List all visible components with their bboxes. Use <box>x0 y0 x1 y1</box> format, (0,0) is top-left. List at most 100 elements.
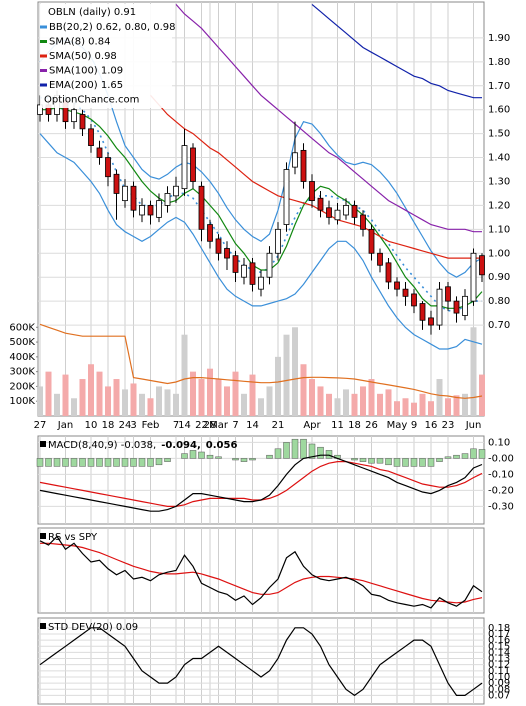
y-tick-label: 0.70 <box>488 320 510 331</box>
x-tick-label: Mar <box>209 420 229 431</box>
histogram-bar <box>274 448 282 459</box>
candle-body <box>88 128 94 146</box>
y-tick-label: 0.90 <box>488 272 510 283</box>
histogram-bar <box>96 458 103 467</box>
volume-bar <box>309 379 315 416</box>
x-tick-label: 9 <box>411 420 417 431</box>
x-tick-label: 23 <box>442 420 455 431</box>
histogram-bar <box>189 450 197 459</box>
candle-body <box>351 205 358 218</box>
histogram-bar <box>206 454 214 459</box>
candle-body <box>317 197 324 211</box>
histogram-bar <box>164 458 171 462</box>
histogram-bar <box>453 454 460 459</box>
volume-bar <box>173 393 179 416</box>
legend-marker <box>40 623 46 629</box>
histogram-bar <box>266 454 273 459</box>
histogram-bar <box>410 458 418 467</box>
legend-label: RS vs SPY <box>48 532 98 543</box>
candle-body <box>198 185 205 230</box>
y-tick-label: 0.12 <box>488 660 510 671</box>
y-tick-label: -0.20 <box>488 485 514 496</box>
volume-bar <box>343 389 349 416</box>
x-tick-label: Jun <box>465 420 482 431</box>
ma-line <box>175 4 482 233</box>
x-tick-label: 18 <box>348 420 361 431</box>
bb-upper-line <box>39 39 483 278</box>
legend-label: EMA(200) 1.65 <box>49 80 123 91</box>
histogram-bar <box>79 458 86 467</box>
histogram-bar <box>308 443 316 459</box>
bb-lower-line <box>39 133 483 350</box>
volume-bar <box>130 383 137 416</box>
legend-label: SMA(50) 0.98 <box>49 51 117 62</box>
candle-body <box>71 109 77 123</box>
volume-bar <box>428 401 434 416</box>
y-tick-label: 1.20 <box>488 200 510 211</box>
x-tick-label: Jan <box>57 420 73 431</box>
histogram-bar <box>283 442 290 459</box>
candle-body <box>479 255 485 276</box>
y-tick-label: 0.18 <box>488 623 510 634</box>
indicator-line <box>39 535 483 609</box>
macd-line <box>39 454 483 512</box>
y-tick-label: 1.00 <box>488 248 510 259</box>
candle-body <box>130 185 137 211</box>
candle-body <box>275 228 281 254</box>
legend-label: MACD(8,40,9) -0.038, <box>48 440 156 451</box>
histogram-bar <box>45 458 52 467</box>
histogram-bar <box>138 458 146 467</box>
candle-body <box>309 181 315 202</box>
x-tick-label: 28 <box>204 420 217 431</box>
volume-bar <box>147 398 154 416</box>
volume-bar <box>402 398 409 416</box>
candle-body <box>394 281 400 290</box>
y-tick-label: 1.90 <box>488 33 510 44</box>
volume-bar <box>190 371 196 416</box>
legend-label: SMA(8) 0.84 <box>49 37 110 48</box>
legend-label: SMA(100) 1.09 <box>49 66 123 77</box>
y-tick-label: 1.10 <box>488 224 510 235</box>
legend-marker <box>40 533 46 539</box>
y2-tick-label: 200K <box>9 381 35 392</box>
candle-body <box>224 248 230 259</box>
y-tick-label: 0.15 <box>488 641 510 652</box>
ma-line <box>40 106 483 309</box>
histogram-bar <box>291 438 299 459</box>
indicator-line <box>39 627 483 697</box>
volume-bar <box>419 393 426 416</box>
y-tick-label: 1.60 <box>488 105 510 116</box>
histogram-bar <box>130 458 137 467</box>
candle-body <box>190 147 196 182</box>
volume-bar <box>241 393 247 416</box>
histogram-bar <box>427 458 435 467</box>
histogram-bar <box>62 458 69 467</box>
legend-label: STD DEV(20) 0.09 <box>48 622 138 633</box>
candle-body <box>122 185 128 202</box>
histogram-bar <box>317 446 324 459</box>
volume-bar <box>164 389 171 416</box>
legend-box <box>40 4 172 108</box>
x-tick-label: 27 <box>34 420 47 431</box>
volume-bar <box>368 379 375 416</box>
volume-bar <box>394 401 400 416</box>
candle-body <box>113 173 120 194</box>
y-tick-label: -0.30 <box>488 501 514 512</box>
candle-body <box>462 295 468 316</box>
volume-bar <box>105 386 111 416</box>
candle-body <box>411 293 417 307</box>
histogram-bar <box>461 453 469 459</box>
y-tick-label: 0.80 <box>488 296 510 307</box>
legend-label: -0.094, <box>161 440 201 451</box>
histogram-bar <box>198 451 205 459</box>
y-tick-label: 1.50 <box>488 129 510 140</box>
histogram-bar <box>113 458 120 467</box>
candle-body <box>147 205 154 216</box>
candle-body <box>368 228 375 254</box>
y-tick-label: -0.00 <box>488 453 514 464</box>
candle-body <box>436 288 443 326</box>
volume-bar <box>326 393 332 416</box>
ma-line <box>150 94 482 259</box>
volume-bar <box>54 393 60 416</box>
